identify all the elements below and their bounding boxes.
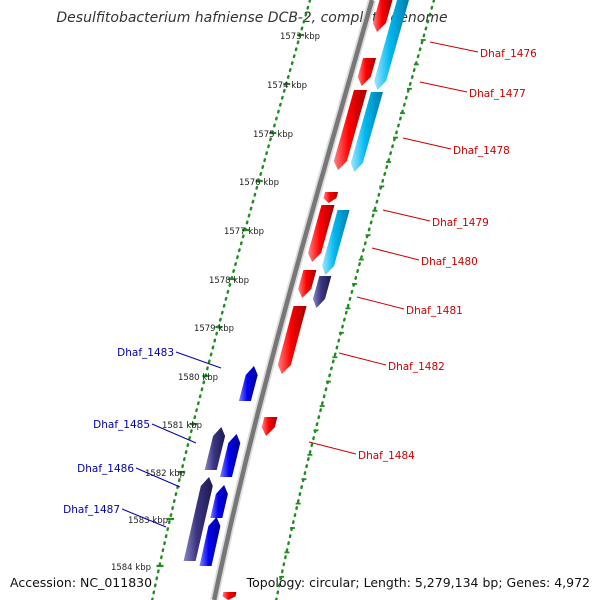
gene-label-dhaf-1477[interactable]: Dhaf_1477 <box>469 88 526 100</box>
gene-dhaf-1484 <box>261 417 278 436</box>
forward-leader-line <box>382 209 431 222</box>
forward-leader-line <box>356 296 405 310</box>
scale-label: 1576 kbp <box>239 178 279 188</box>
scale-label: 1575 kbp <box>253 130 293 140</box>
cds-dhaf-1478 <box>350 92 383 172</box>
forward-leader-line <box>419 81 468 93</box>
accession-text: Accession: NC_011830 <box>10 575 152 590</box>
dotted-guide-lines <box>151 0 436 600</box>
scale-label: 1581 kbp <box>162 421 202 431</box>
scale-label: 1584 kbp <box>111 563 151 573</box>
forward-leader-line <box>429 41 479 53</box>
cds-dhaf-1481 <box>313 276 332 308</box>
gene-features <box>183 0 409 600</box>
gene-next <box>222 592 237 600</box>
cds-dhaf-1485 <box>204 427 226 470</box>
gene-dhaf-1485 <box>220 434 241 477</box>
gene-dhaf-1480-red <box>298 270 317 298</box>
reverse-gene-labels: Dhaf_1483 Dhaf_1485 Dhaf_1486 Dhaf_1487 <box>63 347 174 516</box>
gene-dhaf-1478 <box>333 90 367 170</box>
gene-label-dhaf-1479[interactable]: Dhaf_1479 <box>432 217 489 229</box>
scale-label: 1573 kbp <box>280 32 320 42</box>
gene-dhaf-1483 <box>238 366 258 401</box>
scale-labels: 1573 kbp 1574 kbp 1575 kbp 1576 kbp 1577… <box>111 32 320 573</box>
gene-label-dhaf-1484[interactable]: Dhaf_1484 <box>358 450 415 462</box>
scale-label: 1574 kbp <box>267 81 307 91</box>
scale-label: 1578 kbp <box>209 276 249 286</box>
cds-dhaf-1480 <box>322 210 350 275</box>
gene-label-dhaf-1480[interactable]: Dhaf_1480 <box>421 256 478 268</box>
gene-label-dhaf-1476[interactable]: Dhaf_1476 <box>480 48 537 60</box>
gene-label-dhaf-1483[interactable]: Dhaf_1483 <box>117 347 174 359</box>
gene-dhaf-1476 <box>373 0 393 32</box>
gene-label-dhaf-1486[interactable]: Dhaf_1486 <box>77 463 134 475</box>
reverse-leader-line <box>175 351 222 369</box>
gene-dhaf-1487 <box>199 517 221 566</box>
scale-label: 1580 kbp <box>178 373 218 383</box>
forward-leader-line <box>308 441 357 455</box>
gene-label-dhaf-1481[interactable]: Dhaf_1481 <box>406 305 463 317</box>
forward-gene-labels: Dhaf_1476 Dhaf_1477 Dhaf_1478 Dhaf_1479 … <box>358 48 537 462</box>
scale-label: 1582 kbp <box>145 469 185 479</box>
reverse-leader-line <box>151 423 197 444</box>
cds-dhaf-1487 <box>183 477 213 561</box>
gene-label-dhaf-1482[interactable]: Dhaf_1482 <box>388 361 445 373</box>
gene-dhaf-1479-small <box>323 192 339 203</box>
scale-label: 1579 kbp <box>194 324 234 334</box>
gene-dhaf-1477 <box>357 58 377 86</box>
scale-label: 1577 kbp <box>224 227 264 237</box>
label-leader-lines <box>121 41 479 528</box>
scale-label: 1583 kbp <box>128 516 168 526</box>
reverse-leader-line <box>135 467 181 488</box>
gene-label-dhaf-1487[interactable]: Dhaf_1487 <box>63 504 120 516</box>
map-title: Desulfitobacterium hafniense DCB-2, comp… <box>56 10 447 26</box>
gene-dhaf-1486 <box>210 485 228 518</box>
gene-dhaf-1482 <box>277 306 307 374</box>
cds-dhaf-1476 <box>374 0 409 90</box>
inner-dotted-line <box>151 0 312 600</box>
forward-leader-line <box>402 137 452 150</box>
genome-backbone <box>210 0 376 600</box>
forward-leader-line <box>371 247 420 261</box>
gene-label-dhaf-1478[interactable]: Dhaf_1478 <box>453 145 510 157</box>
reverse-leader-line <box>121 508 167 528</box>
gene-dhaf-1479 <box>308 205 335 262</box>
backbone-line <box>211 0 375 600</box>
forward-leader-line <box>338 352 387 366</box>
outer-dotted-line <box>275 0 436 600</box>
topology-text: Topology: circular; Length: 5,279,134 bp… <box>246 575 590 590</box>
scale-ticks <box>156 33 426 578</box>
gene-label-dhaf-1485[interactable]: Dhaf_1485 <box>93 419 150 431</box>
